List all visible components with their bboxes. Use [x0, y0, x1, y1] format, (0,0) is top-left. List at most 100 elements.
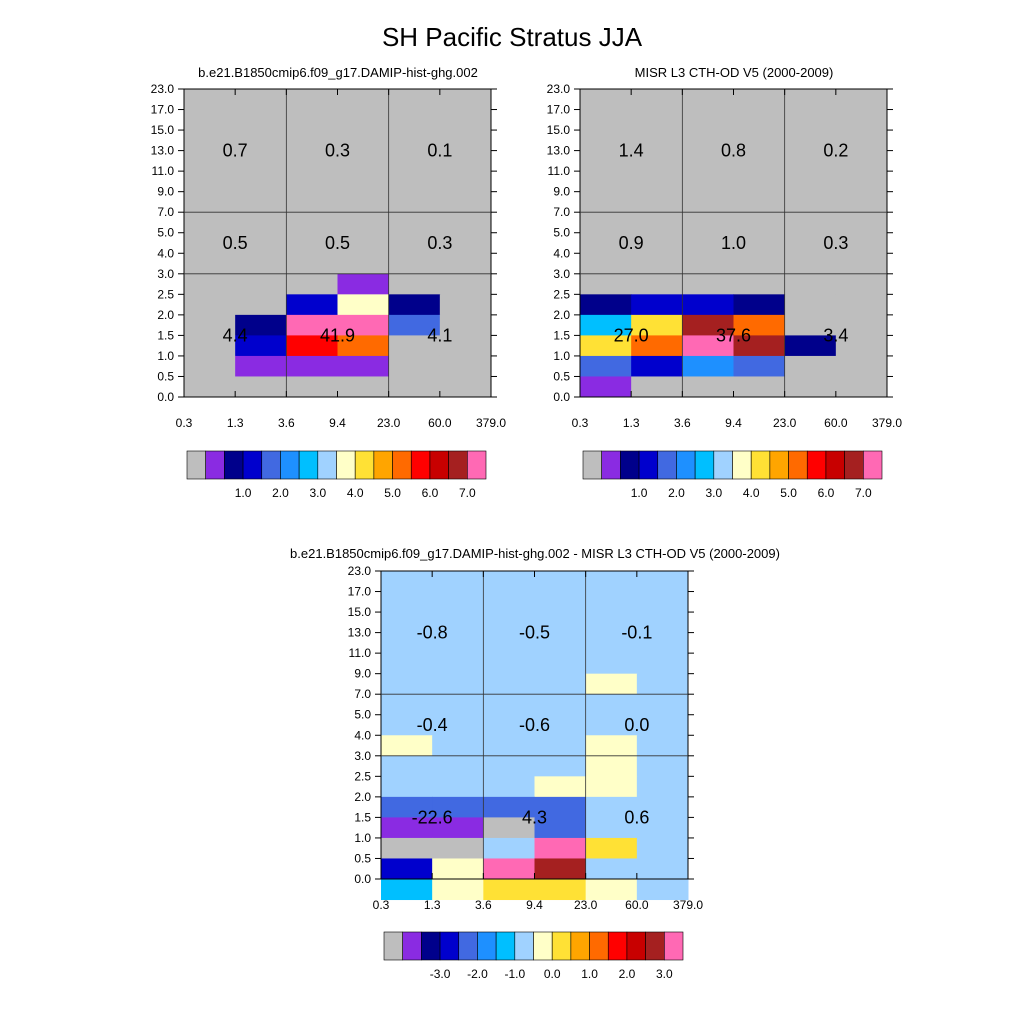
heatmap-cell	[585, 817, 638, 839]
panel-title: b.e21.B1850cmip6.f09_g17.DAMIP-hist-ghg.…	[198, 65, 478, 80]
main-title: SH Pacific Stratus JJA	[382, 22, 643, 52]
y-tick-label: 4.0	[354, 728, 371, 742]
y-tick-label: 1.5	[354, 810, 371, 824]
colorbar-box	[676, 450, 696, 480]
heatmap-cell	[388, 232, 441, 254]
region-value-label: 0.6	[624, 807, 649, 827]
y-tick-label: 0.5	[157, 369, 174, 383]
colorbar-box	[495, 931, 516, 961]
heatmap-cell	[388, 376, 441, 398]
heatmap-cell	[534, 653, 587, 675]
heatmap-cell	[580, 130, 632, 152]
region-value-label: 0.3	[823, 233, 848, 253]
region-value-label: -0.5	[519, 623, 550, 643]
colorbar-box	[533, 931, 553, 961]
colorbar-box	[458, 931, 478, 961]
colorbar-box	[392, 450, 412, 480]
heatmap-cell	[835, 150, 888, 172]
heatmap-cell	[636, 694, 689, 716]
heatmap-cell	[534, 694, 587, 716]
panel-top-left: b.e21.B1850cmip6.f09_g17.DAMIP-hist-ghg.…	[151, 65, 507, 500]
heatmap-cell	[631, 294, 683, 316]
x-tick-label: 1.3	[227, 416, 244, 430]
heatmap-cell	[835, 253, 888, 275]
heatmap-cell	[784, 294, 837, 316]
heatmap-cell	[381, 735, 433, 757]
heatmap-cell	[439, 314, 492, 336]
heatmap-cell	[585, 837, 638, 859]
heatmap-cell	[235, 150, 287, 172]
heatmap-cell	[636, 571, 689, 593]
colorbar-box	[336, 450, 356, 480]
heatmap-cell	[580, 150, 632, 172]
heatmap-cell	[534, 796, 587, 818]
x-tick-label: 23.0	[574, 898, 598, 912]
heatmap-cell	[631, 376, 683, 398]
colorbar-box	[825, 450, 845, 480]
y-tick-labels: 0.0 0.5 1.0 1.5 2.0 2.5 3.0 4.0 5.0 7.0 9.0 11.0 13.…	[348, 564, 694, 886]
heatmap-cell	[534, 858, 587, 880]
heatmap-cell	[483, 776, 535, 798]
heatmap-cell	[432, 714, 484, 736]
heatmap-cell	[235, 232, 287, 254]
y-tick-label: 3.0	[157, 267, 174, 281]
colorbar-box	[186, 450, 206, 480]
heatmap-cell	[835, 191, 888, 213]
heatmap-cell	[388, 130, 441, 152]
y-tick-label: 1.5	[157, 328, 174, 342]
heatmap-cell	[631, 253, 683, 275]
y-tick-label: 9.0	[553, 185, 570, 199]
region-value-label: 0.1	[427, 141, 452, 161]
heatmap-cell	[483, 879, 535, 901]
heatmap-cell	[682, 253, 734, 275]
y-tick-label: 23.0	[151, 82, 175, 96]
heatmap-cell	[432, 817, 484, 839]
heatmap-cell	[184, 335, 236, 357]
region-value-label: 0.2	[823, 141, 848, 161]
heatmap-cell	[235, 191, 287, 213]
heatmap-cell	[534, 591, 587, 613]
heatmap-cell	[388, 335, 441, 357]
heatmap-cell	[432, 879, 484, 901]
colorbar-label: 3.0	[656, 967, 673, 981]
heatmap-cell	[784, 253, 837, 275]
y-tick-label: 1.0	[157, 349, 174, 363]
heatmap-cell	[184, 232, 236, 254]
heatmap-cell	[184, 89, 236, 111]
heatmap-cell	[784, 355, 837, 377]
heatmap-cell	[636, 735, 689, 757]
heatmap-cell	[784, 232, 837, 254]
region-value-label: 1.0	[721, 233, 746, 253]
y-tick-label: 15.0	[348, 605, 372, 619]
colorbar-label: 1.0	[235, 486, 252, 500]
heatmap-cell	[636, 673, 689, 695]
heatmap-cell	[483, 817, 535, 839]
heatmap-cell	[580, 273, 632, 295]
heatmap-cell	[631, 150, 683, 172]
heatmap-cell	[580, 191, 632, 213]
colorbar-box	[601, 450, 621, 480]
heatmap-cell	[235, 335, 287, 357]
heatmap-cell	[580, 171, 632, 193]
y-tick-label: 3.0	[354, 749, 371, 763]
heatmap-cell	[835, 314, 888, 336]
y-tick-label: 7.0	[354, 687, 371, 701]
colorbar-box	[205, 450, 225, 480]
heatmap-cell	[381, 837, 433, 859]
y-tick-label: 5.0	[354, 708, 371, 722]
heatmap-cell	[835, 212, 888, 234]
heatmap-cell	[784, 191, 837, 213]
heatmap-cell	[483, 694, 535, 716]
heatmap-cell	[636, 837, 689, 859]
colorbar: -3.0 -2.0 -1.0 0.0 1.0 2.0 3.0	[383, 931, 684, 981]
heatmap-cell	[585, 673, 638, 695]
y-tick-label: 11.0	[152, 164, 175, 178]
heatmap-cells: -0.8 -0.5 -0.1 -0.4 -0.6 0.0 -22.6 4.3 0.6	[380, 570, 689, 901]
heatmap-cell	[432, 694, 484, 716]
heatmap-cell	[534, 612, 587, 634]
colorbar-box	[373, 450, 393, 480]
heatmap-cell	[682, 191, 734, 213]
x-tick-labels: 0.3 1.3 3.6 9.4 23.0 60.0 379.0	[176, 89, 506, 430]
heatmap-cell	[483, 714, 535, 736]
heatmap-cell	[439, 130, 492, 152]
